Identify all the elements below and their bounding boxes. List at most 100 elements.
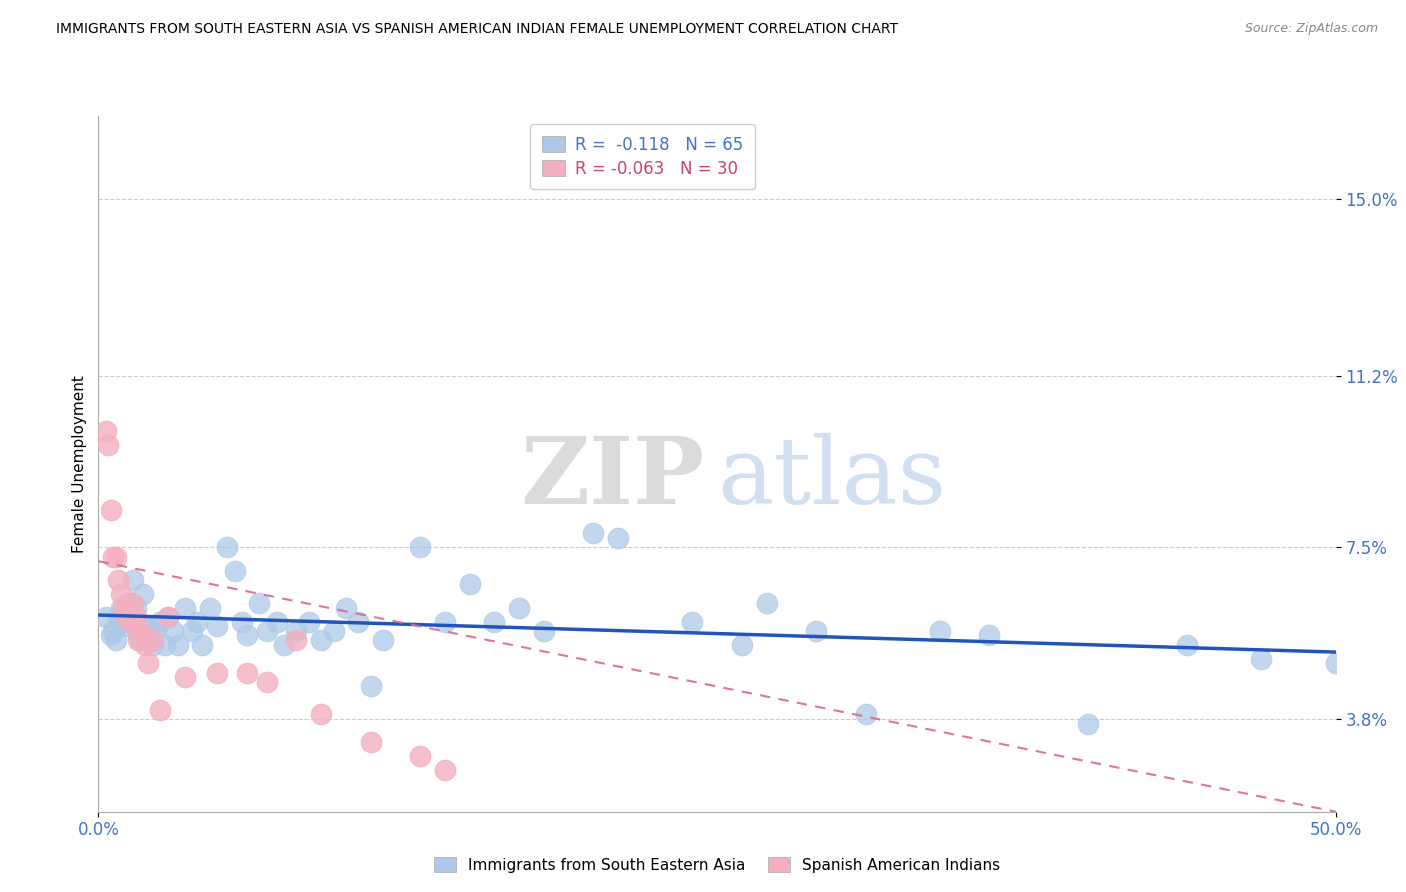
Point bbox=[103, 549, 125, 564]
Point bbox=[132, 587, 155, 601]
Point bbox=[124, 610, 146, 624]
Point bbox=[117, 600, 139, 615]
Point bbox=[191, 638, 214, 652]
Point bbox=[136, 619, 159, 633]
Point bbox=[409, 749, 432, 764]
Point bbox=[256, 624, 278, 638]
Text: ZIP: ZIP bbox=[520, 433, 704, 523]
Point bbox=[607, 531, 630, 545]
Point bbox=[155, 638, 177, 652]
Point bbox=[100, 503, 122, 517]
Point bbox=[124, 600, 146, 615]
Point bbox=[149, 615, 172, 629]
Point bbox=[285, 633, 308, 648]
Point bbox=[103, 624, 125, 638]
Point bbox=[755, 596, 778, 610]
Point bbox=[582, 526, 605, 541]
Point bbox=[928, 624, 950, 638]
Point bbox=[174, 600, 197, 615]
Point bbox=[104, 633, 127, 648]
Point bbox=[134, 638, 156, 652]
Point bbox=[100, 628, 122, 642]
Point bbox=[120, 615, 142, 629]
Point bbox=[231, 615, 253, 629]
Point bbox=[104, 549, 127, 564]
Point bbox=[855, 707, 877, 722]
Point bbox=[132, 628, 155, 642]
Point bbox=[433, 615, 456, 629]
Point bbox=[285, 624, 308, 638]
Point bbox=[107, 573, 129, 587]
Legend: Immigrants from South Eastern Asia, Spanish American Indians: Immigrants from South Eastern Asia, Span… bbox=[426, 850, 1008, 880]
Point bbox=[409, 541, 432, 555]
Point bbox=[458, 577, 481, 591]
Point bbox=[979, 628, 1001, 642]
Point bbox=[1077, 716, 1099, 731]
Point bbox=[142, 633, 165, 648]
Point bbox=[484, 615, 506, 629]
Point bbox=[347, 615, 370, 629]
Point bbox=[181, 624, 204, 638]
Point bbox=[371, 633, 394, 648]
Point bbox=[533, 624, 555, 638]
Point bbox=[110, 600, 132, 615]
Point bbox=[433, 763, 456, 777]
Point bbox=[1175, 638, 1198, 652]
Point bbox=[129, 624, 152, 638]
Point bbox=[236, 665, 259, 680]
Point bbox=[360, 680, 382, 694]
Point bbox=[309, 707, 332, 722]
Point bbox=[162, 624, 184, 638]
Point bbox=[143, 624, 166, 638]
Point bbox=[156, 610, 179, 624]
Point bbox=[236, 628, 259, 642]
Point bbox=[129, 633, 152, 648]
Point bbox=[681, 615, 703, 629]
Point bbox=[205, 665, 228, 680]
Point bbox=[110, 587, 132, 601]
Point bbox=[94, 610, 117, 624]
Point bbox=[136, 657, 159, 671]
Point bbox=[298, 615, 321, 629]
Point bbox=[149, 703, 172, 717]
Point bbox=[256, 674, 278, 689]
Point bbox=[120, 610, 142, 624]
Point bbox=[127, 633, 149, 648]
Point bbox=[804, 624, 827, 638]
Point bbox=[247, 596, 270, 610]
Point bbox=[731, 638, 754, 652]
Point bbox=[107, 610, 129, 624]
Point bbox=[97, 438, 120, 452]
Point bbox=[1324, 657, 1347, 671]
Point bbox=[508, 600, 530, 615]
Point bbox=[127, 628, 149, 642]
Point bbox=[156, 610, 179, 624]
Point bbox=[1250, 651, 1272, 665]
Point bbox=[335, 600, 357, 615]
Point bbox=[360, 735, 382, 749]
Point bbox=[94, 425, 117, 439]
Point bbox=[205, 619, 228, 633]
Point bbox=[112, 600, 135, 615]
Point bbox=[122, 573, 145, 587]
Point bbox=[174, 670, 197, 684]
Point bbox=[224, 564, 246, 578]
Text: atlas: atlas bbox=[717, 433, 946, 523]
Point bbox=[142, 638, 165, 652]
Point bbox=[114, 610, 136, 624]
Point bbox=[114, 619, 136, 633]
Point bbox=[117, 596, 139, 610]
Point bbox=[309, 633, 332, 648]
Point bbox=[266, 615, 288, 629]
Point bbox=[166, 638, 188, 652]
Point bbox=[198, 600, 221, 615]
Point bbox=[112, 615, 135, 629]
Y-axis label: Female Unemployment: Female Unemployment bbox=[72, 375, 87, 553]
Point bbox=[217, 541, 239, 555]
Point bbox=[273, 638, 295, 652]
Point bbox=[134, 619, 156, 633]
Text: Source: ZipAtlas.com: Source: ZipAtlas.com bbox=[1244, 22, 1378, 36]
Point bbox=[122, 596, 145, 610]
Point bbox=[322, 624, 344, 638]
Point bbox=[186, 615, 208, 629]
